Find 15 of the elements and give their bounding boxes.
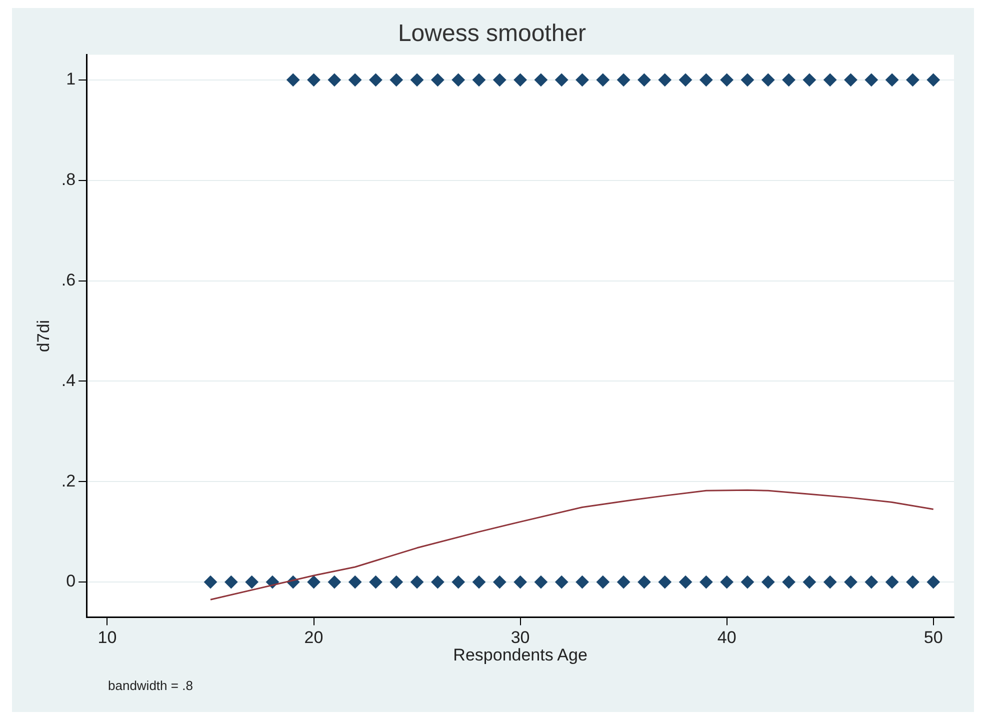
x-tick-label: 10 [98, 628, 117, 648]
x-tick-label: 20 [304, 628, 324, 648]
y-tick-label: .8 [61, 170, 76, 190]
y-tick-label: .2 [61, 471, 76, 490]
x-axis-title: Respondents Age [453, 645, 588, 664]
x-tick-label: 30 [510, 628, 530, 648]
x-tick-label: 40 [717, 628, 736, 648]
chart-title: Lowess smoother [398, 20, 586, 48]
text: bandwidth = .8 [108, 678, 193, 693]
y-tick-label: 0 [66, 572, 76, 591]
y-tick-label: .4 [61, 370, 76, 390]
y-axis-title: d7di [34, 320, 53, 352]
x-tick-label: 50 [924, 628, 943, 648]
y-tick-label: .6 [61, 270, 76, 290]
y-tick-label: 1 [66, 70, 76, 89]
